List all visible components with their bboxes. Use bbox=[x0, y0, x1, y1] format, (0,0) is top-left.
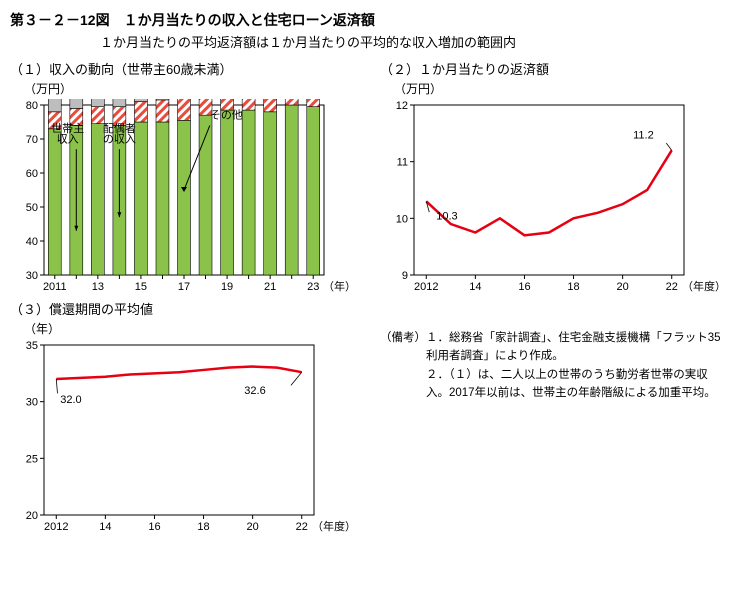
svg-text:11: 11 bbox=[397, 157, 408, 169]
chart3-panel: （３）償還期間の平均値 （年） 20 25 30 35 2012 14 16 18 20 22 （年… bbox=[10, 299, 360, 539]
svg-text:60: 60 bbox=[26, 168, 38, 180]
svg-text:その他: その他 bbox=[210, 109, 243, 122]
svg-text:2012: 2012 bbox=[414, 281, 438, 293]
chart2-unit: （万円） bbox=[394, 80, 730, 97]
svg-text:20: 20 bbox=[247, 521, 259, 533]
notes-text: １．総務省「家計調査」、住宅金融支援機構「フラット35利用者調査」により作成。２… bbox=[426, 329, 730, 403]
chart2-title: （２）１か月当たりの返済額 bbox=[380, 59, 730, 78]
svg-text:10.3: 10.3 bbox=[436, 210, 457, 222]
svg-text:の収入: の収入 bbox=[103, 132, 136, 145]
chart3-svg: 20 25 30 35 2012 14 16 18 20 22 （年度） 32.0 32.6 bbox=[10, 339, 360, 539]
svg-text:70: 70 bbox=[26, 134, 38, 146]
svg-text:35: 35 bbox=[26, 340, 38, 352]
svg-text:14: 14 bbox=[99, 521, 111, 533]
chart1-unit: （万円） bbox=[24, 80, 360, 97]
svg-text:30: 30 bbox=[26, 397, 38, 409]
notes-label: （備考） bbox=[380, 329, 426, 403]
chart2-panel: （２）１か月当たりの返済額 （万円） 9 10 11 12 2012 14 16 18 20 22… bbox=[380, 59, 730, 299]
svg-text:18: 18 bbox=[567, 281, 579, 293]
svg-text:22: 22 bbox=[666, 281, 678, 293]
svg-text:14: 14 bbox=[469, 281, 481, 293]
svg-text:19: 19 bbox=[221, 281, 233, 293]
svg-text:2011: 2011 bbox=[43, 281, 67, 293]
svg-text:32.0: 32.0 bbox=[60, 394, 81, 406]
svg-text:40: 40 bbox=[26, 236, 38, 248]
svg-text:17: 17 bbox=[178, 281, 190, 293]
svg-text:25: 25 bbox=[26, 453, 38, 465]
svg-text:16: 16 bbox=[148, 521, 160, 533]
svg-text:18: 18 bbox=[197, 521, 209, 533]
svg-text:80: 80 bbox=[26, 100, 38, 112]
svg-text:22: 22 bbox=[296, 521, 308, 533]
svg-text:20: 20 bbox=[617, 281, 629, 293]
notes-panel: （備考） １．総務省「家計調査」、住宅金融支援機構「フラット35利用者調査」によ… bbox=[380, 329, 730, 539]
svg-text:12: 12 bbox=[396, 100, 408, 112]
svg-text:2012: 2012 bbox=[44, 521, 68, 533]
svg-text:（年）: （年） bbox=[323, 279, 356, 293]
svg-text:13: 13 bbox=[92, 281, 104, 293]
chart3-unit: （年） bbox=[24, 320, 360, 337]
svg-text:50: 50 bbox=[26, 202, 38, 214]
chart1-title: （１）収入の動向（世帯主60歳未満） bbox=[10, 59, 360, 78]
svg-text:（年度）: （年度） bbox=[312, 519, 356, 533]
chart2-svg: 9 10 11 12 2012 14 16 18 20 22 （年度） 10.3 11.2 bbox=[380, 99, 730, 299]
svg-text:10: 10 bbox=[396, 213, 408, 225]
chart1-svg: 3040506070802011131517192123（年）世帯主収入配偶者の… bbox=[10, 99, 360, 299]
svg-text:32.6: 32.6 bbox=[244, 385, 265, 397]
svg-text:9: 9 bbox=[402, 270, 408, 282]
svg-text:23: 23 bbox=[307, 281, 319, 293]
main-title: 第３－２－12図 １か月当たりの収入と住宅ローン返済額 bbox=[10, 10, 747, 30]
notes-item: ２．（１）は、二人以上の世帯のうち勤労者世帯の実収入。2017年以前は、世帯主の… bbox=[426, 366, 730, 403]
sub-title: １か月当たりの平均返済額は１か月当たりの平均的な収入増加の範囲内 bbox=[100, 32, 747, 51]
svg-text:11.2: 11.2 bbox=[633, 129, 654, 141]
chart1-panel: （１）収入の動向（世帯主60歳未満） （万円） 30 40 50 60 70 80 2011… bbox=[10, 59, 360, 299]
svg-text:（年度）: （年度） bbox=[682, 279, 726, 293]
svg-text:収入: 収入 bbox=[57, 132, 79, 145]
svg-text:20: 20 bbox=[26, 510, 38, 522]
notes-item: １．総務省「家計調査」、住宅金融支援機構「フラット35利用者調査」により作成。 bbox=[426, 329, 730, 366]
chart3-title: （３）償還期間の平均値 bbox=[10, 299, 360, 318]
svg-text:15: 15 bbox=[135, 281, 147, 293]
svg-text:16: 16 bbox=[518, 281, 530, 293]
svg-text:30: 30 bbox=[26, 270, 38, 282]
svg-text:21: 21 bbox=[264, 281, 276, 293]
